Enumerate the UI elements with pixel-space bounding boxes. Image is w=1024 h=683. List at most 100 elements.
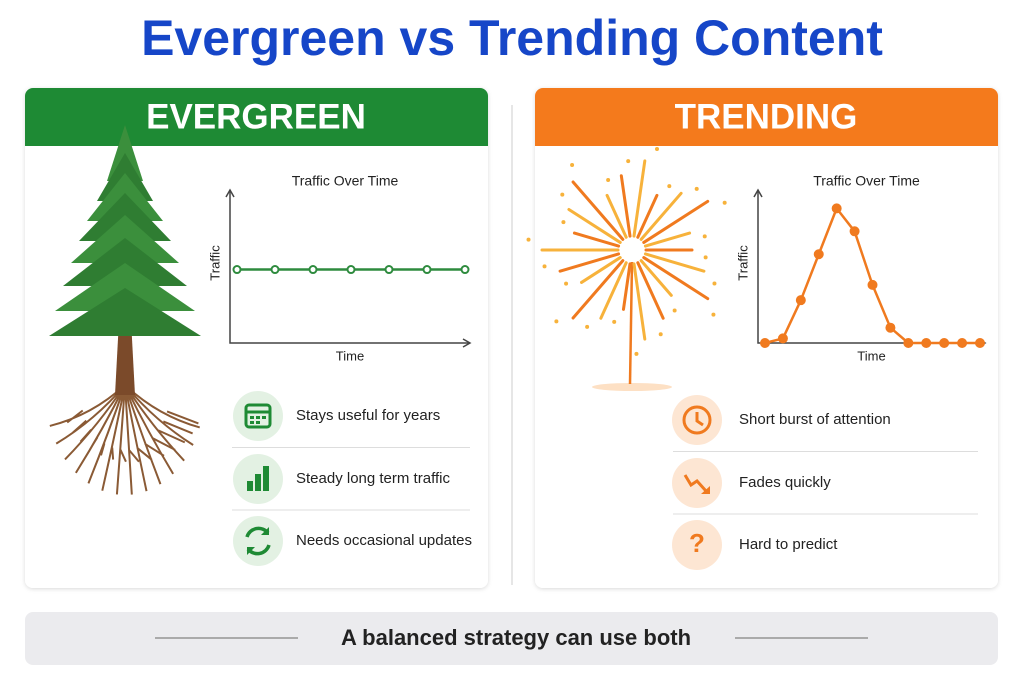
point — [795, 295, 806, 306]
firework-ray — [642, 256, 710, 301]
firework-spark — [658, 332, 663, 337]
firework-ray — [558, 252, 621, 273]
axes — [229, 190, 470, 344]
firework-spark — [667, 184, 672, 189]
point — [957, 338, 968, 348]
svg-text:?: ? — [689, 528, 705, 558]
panel-heading: TRENDING — [675, 97, 858, 136]
firework-spark — [526, 237, 531, 242]
firework-stem — [628, 261, 634, 385]
point — [460, 265, 470, 275]
icon-question: ? — [672, 520, 722, 570]
feature-text: Needs occasional updates — [296, 532, 472, 549]
point — [308, 265, 318, 275]
firework-illustration — [526, 147, 727, 391]
firework-ray — [643, 231, 692, 248]
chart-title: Traffic Over Time — [813, 173, 920, 189]
firework-spark — [626, 159, 631, 164]
icon-bars — [233, 454, 283, 504]
footer-text: A balanced strategy can use both — [341, 625, 691, 650]
firework-spark — [712, 281, 717, 286]
x-axis-label: Time — [857, 348, 885, 363]
firework-spark — [561, 220, 566, 225]
firework-ray — [639, 259, 673, 297]
icon-refresh — [233, 516, 283, 566]
point — [849, 226, 860, 237]
card-evergreen: EVERGREEN — [25, 88, 488, 588]
tree-tier — [63, 238, 187, 286]
firework-ray — [632, 262, 647, 341]
firework-ray — [567, 207, 622, 244]
firework-spark — [703, 255, 708, 260]
firework-spark — [542, 264, 547, 269]
card-trending: TRENDING — [535, 88, 998, 588]
feature-text: Stays useful for years — [296, 407, 440, 424]
firework-ray — [580, 256, 622, 284]
x-axis-label: Time — [336, 348, 364, 363]
point — [921, 338, 932, 348]
point — [885, 322, 896, 333]
firework-ray — [571, 259, 625, 320]
tree-roots — [49, 384, 201, 495]
chart-title: Traffic Over Time — [292, 173, 399, 189]
tree-tier — [49, 288, 201, 336]
point — [760, 338, 770, 348]
firework-spark — [606, 177, 611, 182]
firework-ray — [572, 231, 621, 248]
tree-illustration — [49, 125, 201, 495]
point — [777, 333, 788, 344]
icon-calendar — [233, 391, 283, 441]
firework-ray — [642, 199, 710, 244]
firework-spark — [711, 312, 716, 317]
icon-trend-down — [672, 458, 722, 508]
firework-ray — [636, 261, 665, 320]
point — [831, 203, 842, 214]
firework-spark — [554, 319, 559, 324]
firework-ray — [636, 193, 659, 239]
feature-text: Steady long term traffic — [296, 470, 450, 487]
panel-heading: EVERGREEN — [146, 97, 366, 136]
point — [813, 249, 824, 260]
y-axis-label: Traffic — [207, 245, 222, 281]
firework-ray — [599, 261, 628, 320]
firework-spark — [612, 319, 617, 324]
point — [232, 265, 242, 275]
firework-spark — [722, 200, 727, 205]
footer-bar: A balanced strategy can use both — [25, 612, 998, 665]
firework-ray — [571, 180, 625, 241]
firework-spark — [564, 281, 569, 286]
y-axis-label: Traffic — [735, 245, 750, 281]
point — [384, 265, 394, 275]
firework-spark — [634, 351, 639, 356]
point — [903, 338, 914, 348]
feature-text: Fades quickly — [739, 474, 831, 491]
firework-ray — [605, 193, 628, 239]
firework-spark — [702, 234, 707, 239]
firework-ray — [619, 174, 632, 238]
firework-ray — [643, 252, 706, 273]
firework-spark — [655, 147, 660, 152]
firework-spark — [570, 162, 575, 167]
point — [867, 279, 878, 290]
firework-spark — [560, 192, 565, 197]
point — [975, 338, 985, 348]
firework-base — [592, 383, 672, 391]
firework-spark — [585, 324, 590, 329]
firework-spark — [694, 186, 699, 191]
point — [270, 265, 280, 275]
feature-text: Short burst of attention — [739, 411, 891, 428]
title: Evergreen vs Trending Content — [141, 10, 883, 66]
point — [422, 265, 432, 275]
tree-trunk — [115, 320, 135, 395]
icon-clock — [672, 395, 722, 445]
firework-ray — [621, 262, 632, 311]
feature-text: Hard to predict — [739, 536, 838, 553]
axis-arrows — [225, 188, 472, 348]
firework-ray — [632, 159, 647, 238]
firework-ray — [639, 191, 683, 241]
point — [939, 338, 950, 348]
point — [346, 265, 356, 275]
firework-spark — [672, 308, 677, 313]
tree-tier — [55, 263, 195, 311]
